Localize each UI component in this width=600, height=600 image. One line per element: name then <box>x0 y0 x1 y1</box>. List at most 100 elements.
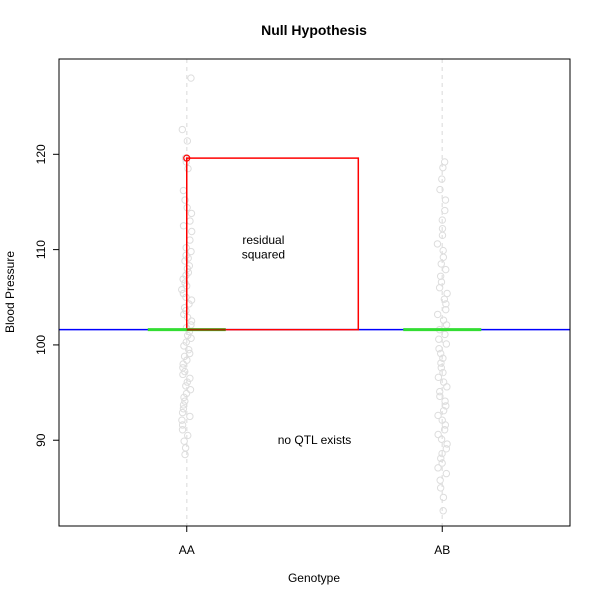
data-point-AB <box>436 185 444 194</box>
data-point-AA <box>180 393 188 402</box>
data-point-AB <box>433 240 442 248</box>
data-point-AA <box>178 408 187 417</box>
data-point-AA <box>182 293 190 301</box>
plot-frame <box>58 58 571 527</box>
data-point-AA <box>186 412 194 421</box>
data-point-AA <box>183 313 192 321</box>
data-point-AB <box>440 426 449 434</box>
highlighted-point <box>183 154 191 162</box>
data-point-AA <box>180 352 189 361</box>
data-point-AA <box>178 416 186 424</box>
data-point-AA <box>179 401 188 409</box>
data-point-AA <box>183 356 191 364</box>
data-point-AA <box>178 426 187 434</box>
data-point-AA <box>187 334 195 342</box>
data-point-AA <box>178 125 187 134</box>
data-point-AB <box>443 440 451 448</box>
data-point-AA <box>181 196 189 204</box>
plot-area <box>59 59 570 526</box>
data-point-AB <box>434 373 443 382</box>
data-point-AB <box>437 454 445 463</box>
data-point-AB <box>434 464 442 472</box>
data-point-AA <box>184 164 192 173</box>
data-point-AB <box>443 383 451 391</box>
data-point-AA <box>181 257 189 265</box>
data-point-AA <box>179 364 187 372</box>
data-point-AB <box>438 175 446 183</box>
data-point-AB <box>442 469 451 478</box>
data-point-AB <box>436 476 444 484</box>
y-tick-label: 90 <box>34 433 48 447</box>
data-point-AB <box>441 330 449 339</box>
x-axis-label: Genotype <box>288 571 340 585</box>
data-point-AB <box>439 507 447 515</box>
data-point-AA <box>187 296 196 304</box>
data-point-AA <box>182 338 190 346</box>
data-point-AB <box>437 435 446 443</box>
data-point-AA <box>179 222 188 230</box>
data-point-AB <box>436 349 445 358</box>
data-point-AB <box>435 284 444 292</box>
data-point-AB <box>440 295 449 303</box>
data-point-AB <box>436 484 445 492</box>
data-point-AA <box>183 137 192 145</box>
data-point-AB <box>442 402 450 410</box>
annotation-text: residual <box>242 233 284 247</box>
annotation-text: squared <box>242 247 285 261</box>
data-point-AB <box>442 305 450 314</box>
data-point-AA <box>186 236 194 244</box>
data-point-AA <box>185 300 193 308</box>
data-point-AB <box>442 340 451 348</box>
data-point-AB <box>434 411 442 420</box>
data-point-AB <box>435 345 443 353</box>
data-point-AB <box>436 272 445 280</box>
data-point-AB <box>441 206 449 215</box>
data-point-AA <box>181 397 189 405</box>
data-point-AB <box>439 163 447 172</box>
y-tick-label: 120 <box>34 144 48 164</box>
data-point-AA <box>187 74 195 82</box>
data-point-AA <box>179 370 187 379</box>
data-point-AB <box>439 246 447 255</box>
data-point-AB <box>436 392 444 401</box>
data-point-AA <box>181 444 190 452</box>
data-point-AB <box>438 459 446 467</box>
data-point-AB <box>441 421 450 429</box>
data-point-AA <box>187 317 196 325</box>
data-point-AA <box>186 386 195 394</box>
data-point-AA <box>182 306 190 315</box>
data-point-AB <box>441 397 449 405</box>
data-point-AA <box>186 374 194 382</box>
data-point-AB <box>442 445 451 453</box>
data-point-AA <box>179 186 188 195</box>
data-point-AB <box>435 335 443 343</box>
data-point-AA <box>187 209 196 218</box>
data-point-AA <box>184 431 192 440</box>
data-point-AA <box>178 421 187 429</box>
data-point-AB <box>442 321 451 329</box>
data-point-AB <box>438 216 446 224</box>
data-point-AA <box>187 247 195 256</box>
data-point-AA <box>180 437 188 445</box>
data-point-AB <box>437 260 445 268</box>
data-point-AB <box>433 310 442 319</box>
data-point-AB <box>441 196 450 204</box>
data-point-AB <box>438 231 447 240</box>
data-point-AA <box>188 227 196 236</box>
data-point-AB <box>439 316 448 324</box>
residual-square-box <box>186 157 360 331</box>
data-point-AA <box>179 405 188 413</box>
data-point-AB <box>439 253 448 261</box>
data-point-AA <box>182 389 191 398</box>
data-point-AB <box>439 493 448 502</box>
data-point-AA <box>185 345 193 354</box>
data-point-AB <box>438 449 446 458</box>
data-point-AB <box>436 387 444 396</box>
data-point-AA <box>181 450 189 459</box>
data-point-AA <box>182 382 190 390</box>
data-point-AB <box>437 359 445 367</box>
data-point-AA <box>180 342 188 350</box>
data-point-AB <box>439 354 447 362</box>
x-tick-label: AA <box>179 543 195 557</box>
